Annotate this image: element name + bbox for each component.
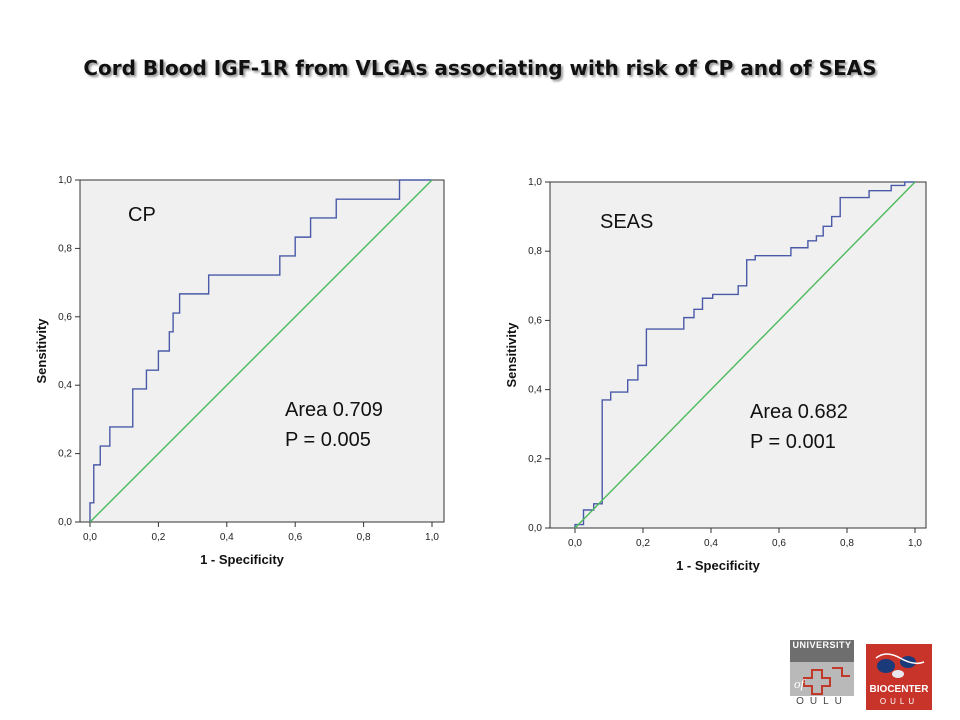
x-tick-label: 0,6: [772, 538, 786, 549]
roc-chart-cp: 0,0 0,2 0,4 0,6 0,8 1,0 0,0 0,2 0,4 0,6 0,8 1,0 1 - …: [30, 166, 450, 576]
y-tick-label: 0,8: [58, 243, 72, 254]
p-value-annotation: P = 0.005: [285, 429, 371, 451]
y-tick-label: 0,4: [58, 380, 72, 391]
x-tick-label: 0,8: [840, 538, 854, 549]
chart-panel-label: CP: [128, 204, 156, 226]
plot-area: [79, 179, 445, 523]
chart-panel-label: SEAS: [600, 211, 653, 233]
x-tick-label: 1,0: [908, 538, 922, 549]
reference-diagonal-line: [574, 181, 916, 529]
x-tick-label: 0,2: [636, 538, 650, 549]
x-axis-label: 1 - Specificity: [200, 552, 285, 567]
x-tick-label: 0,2: [151, 532, 165, 543]
y-tick-label: 0,2: [58, 449, 72, 460]
y-tick-label: 0,4: [528, 385, 542, 396]
x-tick-label: 0,8: [357, 532, 371, 543]
logo-oulu-mark-icon: [803, 667, 850, 695]
logo-biocenter-text: BIOCENTER: [869, 684, 929, 695]
logo-university-text: UNIVERSITY: [790, 640, 854, 662]
y-tick-label: 0,0: [58, 517, 72, 528]
p-value-annotation: P = 0.001: [750, 431, 836, 453]
y-tick-label: 0,2: [528, 454, 542, 465]
chart-svg-cp: 0,0 0,2 0,4 0,6 0,8 1,0 0,0 0,2 0,4 0,6 0,8 1,0 1 - …: [34, 175, 445, 567]
x-tick-label: 0,0: [568, 538, 582, 549]
x-tick-label: 0,0: [83, 532, 97, 543]
chart-svg-seas: 0,0 0,2 0,4 0,6 0,8 1,0 0,0 0,2 0,4 0,6 0,8 1,0 1 - …: [504, 177, 927, 573]
x-tick-label: 0,4: [220, 532, 234, 543]
x-tick-label: 0,4: [704, 538, 718, 549]
area-annotation: Area 0.682: [750, 401, 848, 423]
biocenter-oulu-logo: BIOCENTER OULU: [866, 644, 932, 710]
logo-biocenter-oulu-text: OULU: [879, 697, 919, 706]
y-axis-label: Sensitivity: [34, 318, 49, 384]
y-tick-label: 1,0: [58, 175, 72, 186]
area-annotation: Area 0.709: [285, 399, 383, 421]
roc-curve-line: [574, 181, 915, 528]
y-tick-label: 0,6: [58, 312, 72, 323]
slide-title: Cord Blood IGF-1R from VLGAs associating…: [83, 56, 877, 80]
y-tick-label: 0,8: [528, 246, 542, 257]
reference-diagonal-line: [89, 179, 433, 523]
y-tick-label: 0,6: [528, 315, 542, 326]
logo-oulu-text: OULU: [790, 696, 854, 708]
plot-area: [549, 181, 927, 529]
y-tick-label: 0,0: [528, 523, 542, 534]
logo-of-text: of: [794, 676, 805, 691]
university-of-oulu-logo: UNIVERSITY of OULU: [790, 640, 854, 708]
x-axis-label: 1 - Specificity: [676, 558, 761, 573]
y-tick-label: 1,0: [528, 177, 542, 188]
roc-curve-line: [89, 179, 432, 522]
logo-biocenter-mark-icon: [875, 653, 925, 678]
roc-chart-seas: 0,0 0,2 0,4 0,6 0,8 1,0 0,0 0,2 0,4 0,6 0,8 1,0 1 - …: [500, 170, 940, 580]
x-tick-label: 0,6: [288, 532, 302, 543]
x-tick-label: 1,0: [425, 532, 439, 543]
y-axis-label: Sensitivity: [504, 322, 519, 388]
